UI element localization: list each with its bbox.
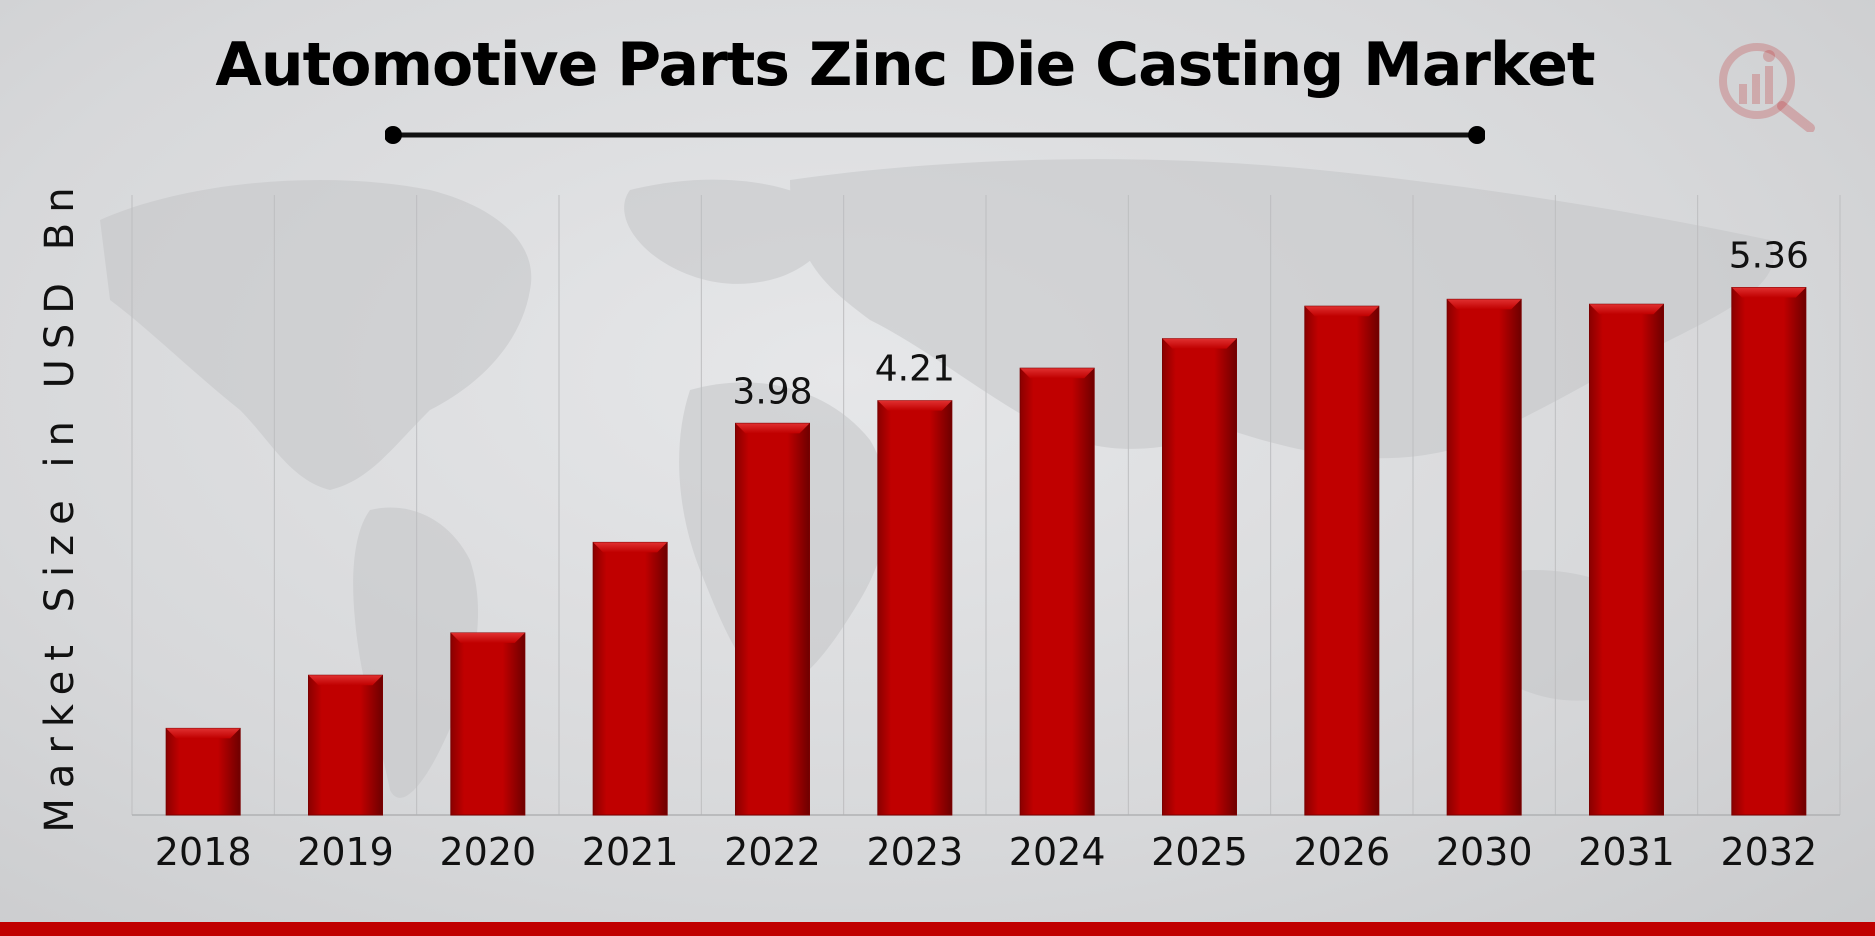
x-tick-label: 2023 [866, 830, 963, 874]
bar-2020 [450, 632, 526, 816]
bar-bevel [450, 632, 525, 643]
bar-2023 [877, 400, 953, 816]
bar-2018 [165, 727, 241, 816]
bar-bevel [593, 542, 668, 553]
x-tick-label: 2031 [1578, 830, 1675, 874]
data-label: 3.98 [732, 371, 812, 412]
bar-bevel [1589, 304, 1664, 315]
bar-2032 [1731, 287, 1807, 816]
title-underline-decoration [385, 126, 1485, 144]
bar-bevel [1304, 306, 1379, 317]
bar-bevel [1731, 287, 1806, 298]
bar-rect [450, 632, 526, 816]
data-label: 4.21 [875, 349, 955, 390]
chart-title: Automotive Parts Zinc Die Casting Market [215, 30, 1595, 100]
magnifier-bar-chart-icon [1719, 43, 1815, 132]
bar-bevel [166, 728, 241, 739]
x-tick-label: 2032 [1720, 830, 1817, 874]
x-tick-label: 2030 [1436, 830, 1533, 874]
bar-2026 [1304, 305, 1380, 816]
x-tick-label: 2019 [297, 830, 394, 874]
bar-bevel [1020, 368, 1095, 379]
x-tick-label: 2024 [1009, 830, 1106, 874]
x-tick-label: 2020 [439, 830, 536, 874]
bar-2019 [308, 674, 383, 816]
bar-2022 [735, 422, 810, 816]
x-tick-label: 2021 [582, 830, 679, 874]
bar-rect [1019, 367, 1095, 816]
bar-rect [735, 422, 810, 816]
x-tick-label: 2026 [1293, 830, 1390, 874]
bar-rect [592, 541, 668, 816]
bar-2030 [1446, 298, 1522, 816]
bar-rect [165, 727, 241, 816]
bar-bevel [1162, 338, 1237, 349]
bar-bevel [1447, 299, 1522, 310]
bar-2024 [1019, 367, 1095, 816]
bar-bevel [877, 400, 952, 411]
data-label: 5.36 [1729, 236, 1809, 277]
bar-rect [1589, 303, 1664, 816]
bar-2025 [1162, 338, 1237, 816]
x-tick-label: 2022 [724, 830, 821, 874]
bar-2021 [592, 541, 668, 816]
bar-rect [1731, 287, 1807, 816]
bar-rect [877, 400, 953, 816]
footer-band [0, 922, 1875, 936]
bar-2031 [1589, 303, 1664, 816]
bar-rect [1304, 305, 1380, 816]
bar-bevel [735, 423, 810, 434]
x-tick-label: 2018 [155, 830, 252, 874]
bar-bevel [308, 675, 383, 686]
bar-rect [1162, 338, 1237, 816]
bar-rect [308, 674, 383, 816]
x-tick-label: 2025 [1151, 830, 1248, 874]
bar-rect [1446, 298, 1522, 816]
